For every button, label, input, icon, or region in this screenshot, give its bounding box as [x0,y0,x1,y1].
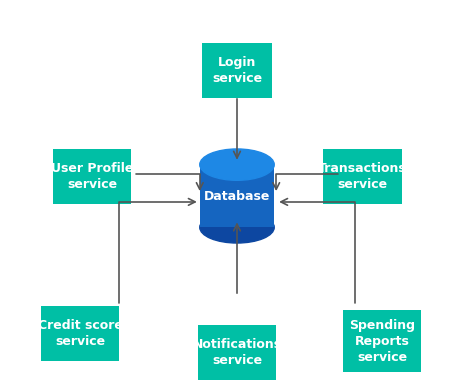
Text: User Profile
service: User Profile service [51,162,133,191]
Text: Database: Database [204,189,270,203]
FancyBboxPatch shape [53,149,131,204]
Text: Credit score
service: Credit score service [38,319,123,348]
Bar [200,165,274,227]
Text: Login
service: Login service [212,56,262,85]
FancyBboxPatch shape [323,149,401,204]
FancyBboxPatch shape [198,325,276,380]
FancyBboxPatch shape [202,43,272,98]
Ellipse shape [200,212,274,243]
FancyBboxPatch shape [343,310,421,372]
Ellipse shape [200,149,274,180]
Text: Transactions
service: Transactions service [318,162,407,191]
FancyBboxPatch shape [41,306,119,361]
Text: Spending
Reports
service: Spending Reports service [349,319,415,363]
Text: Notifications
service: Notifications service [192,338,282,367]
